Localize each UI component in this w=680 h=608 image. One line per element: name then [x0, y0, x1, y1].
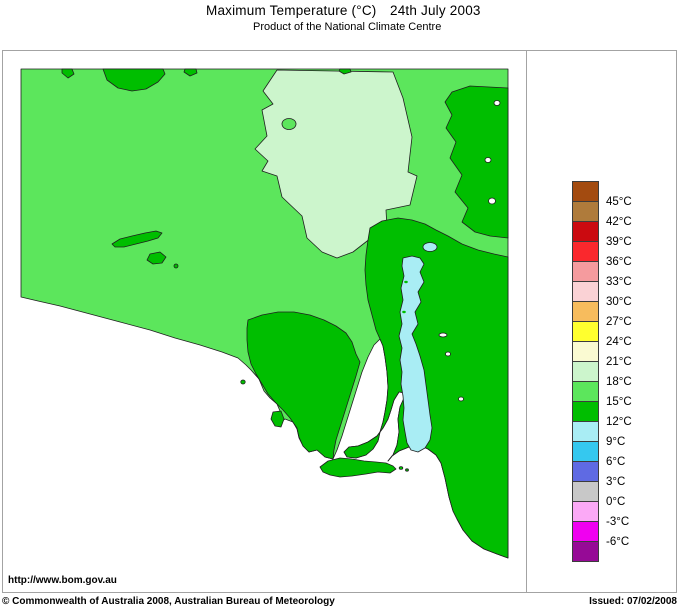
legend-label: 27°C — [606, 316, 632, 328]
legend-swatch: 45°C — [572, 181, 632, 208]
region-12-15-speck — [173, 263, 179, 269]
legend-label: 45°C — [606, 196, 632, 208]
legend-label: 21°C — [606, 356, 632, 368]
salt-lake — [493, 100, 501, 106]
legend-swatch: -6°C — [572, 521, 629, 548]
offshore-island — [398, 466, 404, 470]
legend-swatch: 3°C — [572, 461, 625, 488]
panel-divider — [526, 50, 527, 593]
legend-label: 39°C — [606, 236, 632, 248]
offshore-island — [405, 468, 409, 472]
page-subtitle: Product of the National Climate Centre — [253, 21, 442, 33]
region-12-15-north-blob — [102, 68, 166, 92]
legend-label: 30°C — [606, 296, 632, 308]
region-12-15-coastal-patch — [270, 410, 285, 428]
offshore-island — [240, 379, 246, 385]
legend-swatch: 42°C — [572, 201, 632, 228]
issued-date: Issued: 07/02/2008 — [589, 596, 677, 607]
legend-swatch: 39°C — [572, 221, 632, 248]
salt-lake — [488, 197, 496, 205]
region-9-12-top-blob — [422, 242, 438, 252]
legend-swatch: 27°C — [572, 301, 632, 328]
temperature-map — [20, 68, 509, 559]
legend-swatch: 33°C — [572, 261, 632, 288]
page-title: Maximum Temperature (°C) — [206, 3, 377, 18]
legend-swatch: 36°C — [572, 241, 632, 268]
bom-url-label: http://www.bom.gov.au — [8, 575, 117, 586]
legend-swatch: 15°C — [572, 381, 632, 408]
region-12-15-inlier — [402, 310, 406, 314]
legend-label: 42°C — [606, 216, 632, 228]
legend-label: 24°C — [606, 336, 632, 348]
region-12-15-speck — [61, 68, 75, 79]
legend-label: -6°C — [606, 536, 630, 548]
legend-swatch: 18°C — [572, 361, 632, 388]
salt-lake — [445, 351, 451, 357]
map-date: 24th July 2003 — [390, 3, 481, 18]
region-12-15-eyre-peninsula — [246, 311, 361, 460]
legend-label: 0°C — [606, 496, 626, 508]
legend-label: -3°C — [606, 516, 630, 528]
legend-swatch — [572, 541, 599, 562]
legend-label: 36°C — [606, 256, 632, 268]
legend-label: 6°C — [606, 456, 626, 468]
legend-swatch: 24°C — [572, 321, 632, 348]
legend-swatch: 0°C — [572, 481, 625, 508]
legend-label: 18°C — [606, 376, 632, 388]
legend-label: 15°C — [606, 396, 632, 408]
legend-label: 33°C — [606, 276, 632, 288]
legend-swatch: 6°C — [572, 441, 625, 468]
legend-swatch: 30°C — [572, 281, 632, 308]
legend-label: 9°C — [606, 436, 626, 448]
region-12-15-west-blob — [146, 251, 167, 265]
outer-frame — [2, 50, 677, 593]
legend-swatch: -3°C — [572, 501, 629, 528]
legend-swatch: 12°C — [572, 401, 632, 428]
region-12-15-speck — [183, 68, 198, 77]
copyright-notice: © Commonwealth of Australia 2008, Austra… — [2, 596, 335, 607]
legend-colorbar: 45°C 42°C 39°C 36°C 33°C 30°C 27°C 24°C 21°C 18°C… — [572, 181, 632, 562]
salt-lake — [484, 157, 492, 163]
legend-swatch: 9°C — [572, 421, 625, 448]
salt-lake — [438, 332, 448, 338]
region-15-18-inlier — [281, 118, 297, 130]
region-12-15-west-streak — [111, 230, 163, 248]
region-12-15-speck — [338, 68, 352, 75]
region-12-15-inlier — [404, 280, 408, 284]
region-9-12-band — [398, 255, 433, 453]
kangaroo-island — [319, 457, 397, 478]
legend-label: 3°C — [606, 476, 626, 488]
legend-label: 12°C — [606, 416, 632, 428]
salt-lake — [458, 396, 464, 402]
legend-swatch: 21°C — [572, 341, 632, 368]
region-18-21-north — [254, 69, 418, 259]
